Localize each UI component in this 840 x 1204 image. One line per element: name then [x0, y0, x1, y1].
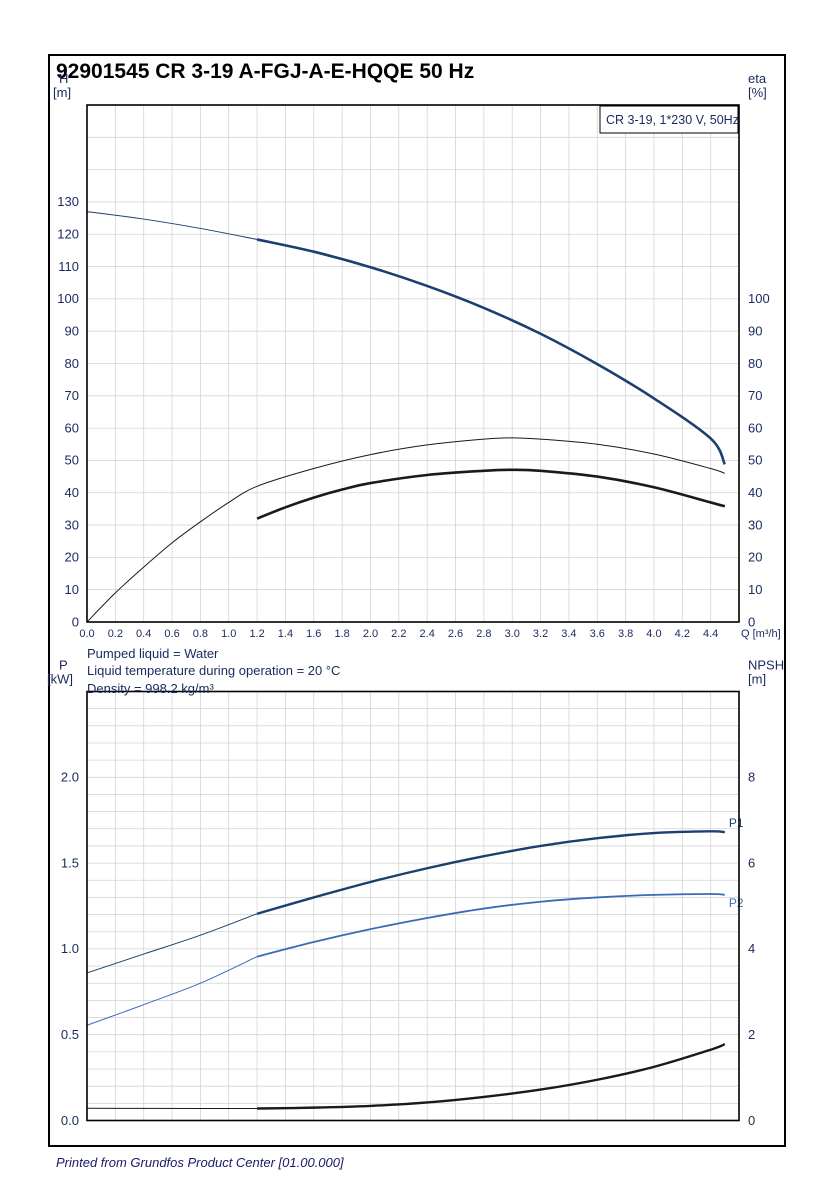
svg-text:3.2: 3.2 [533, 628, 548, 640]
svg-text:1.5: 1.5 [61, 855, 79, 870]
svg-text:60: 60 [748, 420, 762, 435]
svg-text:2.0: 2.0 [363, 628, 378, 640]
svg-text:0.8: 0.8 [193, 628, 208, 640]
svg-text:1.8: 1.8 [334, 628, 349, 640]
svg-text:30: 30 [65, 517, 79, 532]
svg-text:1.0: 1.0 [61, 941, 79, 956]
svg-text:0.0: 0.0 [61, 1113, 79, 1128]
svg-text:0.4: 0.4 [136, 628, 151, 640]
svg-text:0.2: 0.2 [108, 628, 123, 640]
svg-text:NPSH: NPSH [748, 658, 784, 673]
svg-text:0.0: 0.0 [79, 628, 94, 640]
svg-text:2.6: 2.6 [448, 628, 463, 640]
svg-text:H: H [59, 71, 68, 86]
svg-text:P2: P2 [729, 896, 744, 910]
svg-text:3.4: 3.4 [561, 628, 576, 640]
svg-text:2: 2 [748, 1027, 755, 1042]
svg-text:1.0: 1.0 [221, 628, 236, 640]
svg-text:30: 30 [748, 517, 762, 532]
svg-text:8: 8 [748, 770, 755, 785]
svg-text:Q [m³/h]: Q [m³/h] [741, 628, 781, 640]
svg-text:0: 0 [748, 1113, 755, 1128]
svg-text:10: 10 [748, 582, 762, 597]
svg-text:70: 70 [65, 388, 79, 403]
svg-text:[%]: [%] [748, 85, 767, 100]
svg-text:20: 20 [65, 550, 79, 565]
svg-text:80: 80 [65, 356, 79, 371]
svg-text:1.6: 1.6 [306, 628, 321, 640]
svg-text:2.0: 2.0 [61, 770, 79, 785]
svg-text:2.2: 2.2 [391, 628, 406, 640]
svg-text:4: 4 [748, 941, 755, 956]
svg-text:90: 90 [748, 323, 762, 338]
svg-text:110: 110 [58, 259, 79, 274]
svg-text:50: 50 [748, 453, 762, 468]
svg-text:10: 10 [65, 582, 79, 597]
svg-text:1.2: 1.2 [249, 628, 264, 640]
svg-text:3.6: 3.6 [590, 628, 605, 640]
svg-text:3.0: 3.0 [505, 628, 520, 640]
svg-text:P: P [59, 658, 68, 673]
svg-text:CR 3-19, 1*230 V, 50Hz: CR 3-19, 1*230 V, 50Hz [606, 113, 739, 127]
svg-text:P1: P1 [729, 816, 744, 830]
svg-text:0.5: 0.5 [61, 1027, 79, 1042]
svg-text:120: 120 [57, 227, 79, 242]
svg-text:70: 70 [748, 388, 762, 403]
svg-text:0.6: 0.6 [164, 628, 179, 640]
svg-text:60: 60 [65, 420, 79, 435]
svg-text:40: 40 [65, 485, 79, 500]
svg-text:2.8: 2.8 [476, 628, 491, 640]
svg-text:40: 40 [748, 485, 762, 500]
svg-text:3.8: 3.8 [618, 628, 633, 640]
svg-text:0: 0 [72, 614, 79, 629]
svg-text:4.0: 4.0 [646, 628, 661, 640]
svg-text:50: 50 [65, 453, 79, 468]
svg-text:80: 80 [748, 356, 762, 371]
svg-text:[kW]: [kW] [47, 672, 73, 687]
svg-text:eta: eta [748, 71, 767, 86]
svg-text:[m]: [m] [748, 672, 766, 687]
svg-text:2.4: 2.4 [420, 628, 435, 640]
svg-text:4.4: 4.4 [703, 628, 718, 640]
svg-text:[m]: [m] [53, 85, 71, 100]
svg-text:100: 100 [748, 291, 770, 306]
svg-text:4.2: 4.2 [675, 628, 690, 640]
svg-text:6: 6 [748, 855, 755, 870]
svg-text:20: 20 [748, 550, 762, 565]
svg-text:1.4: 1.4 [278, 628, 293, 640]
svg-text:90: 90 [65, 323, 79, 338]
svg-text:130: 130 [57, 194, 79, 209]
svg-text:100: 100 [57, 291, 79, 306]
